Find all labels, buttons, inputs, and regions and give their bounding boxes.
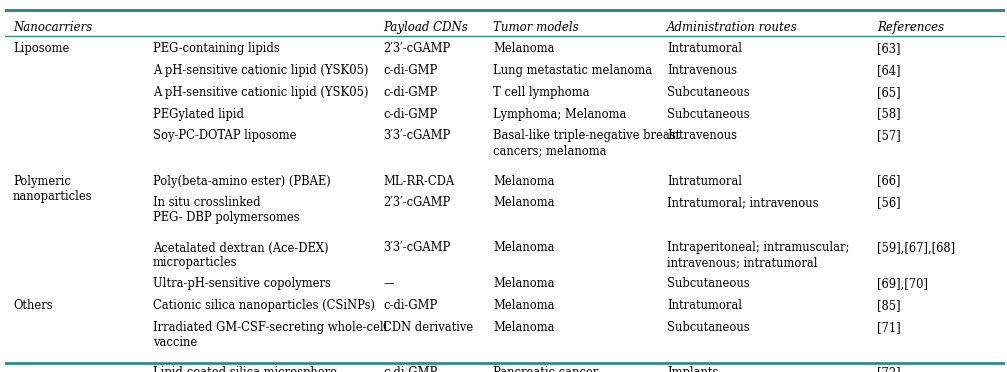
Text: Ultra-pH-sensitive copolymers: Ultra-pH-sensitive copolymers <box>153 278 331 291</box>
Text: c-di-GMP: c-di-GMP <box>383 299 437 312</box>
Text: References: References <box>877 21 945 34</box>
Text: Subcutaneous: Subcutaneous <box>667 321 749 334</box>
Text: Administration routes: Administration routes <box>667 21 798 34</box>
Text: In situ crosslinked
PEG- DBP polymersomes: In situ crosslinked PEG- DBP polymersome… <box>153 196 300 224</box>
Text: Melanoma: Melanoma <box>493 241 555 254</box>
Text: Intratumoral: Intratumoral <box>667 174 742 187</box>
Text: Pancreatic cancer: Pancreatic cancer <box>493 366 598 372</box>
Text: A pH-sensitive cationic lipid (YSK05): A pH-sensitive cationic lipid (YSK05) <box>153 64 369 77</box>
Text: Intravenous: Intravenous <box>667 129 737 142</box>
Text: PEG-containing lipids: PEG-containing lipids <box>153 42 280 55</box>
Text: c-di-GMP: c-di-GMP <box>383 64 437 77</box>
Text: [72]: [72] <box>877 366 900 372</box>
Text: Acetalated dextran (Ace-DEX)
microparticles: Acetalated dextran (Ace-DEX) micropartic… <box>153 241 328 269</box>
Text: T cell lymphoma: T cell lymphoma <box>493 86 589 99</box>
Text: [57]: [57] <box>877 129 900 142</box>
Text: CDN derivative: CDN derivative <box>383 321 473 334</box>
Text: Payload CDNs: Payload CDNs <box>383 21 468 34</box>
Text: Nanocarriers: Nanocarriers <box>13 21 93 34</box>
Text: Others: Others <box>13 299 52 312</box>
Text: [58]: [58] <box>877 108 900 121</box>
Text: 3′3′-cGAMP: 3′3′-cGAMP <box>383 241 450 254</box>
Text: Irradiated GM-CSF-secreting whole-cell
vaccine: Irradiated GM-CSF-secreting whole-cell v… <box>153 321 388 349</box>
Text: Intratumoral; intravenous: Intratumoral; intravenous <box>667 196 819 209</box>
Text: Lipid-coated silica microsphere: Lipid-coated silica microsphere <box>153 366 337 372</box>
Text: Intravenous: Intravenous <box>667 64 737 77</box>
Text: Basal-like triple-negative breast
cancers; melanoma: Basal-like triple-negative breast cancer… <box>493 129 681 157</box>
Text: 3′3′-cGAMP: 3′3′-cGAMP <box>383 129 450 142</box>
Text: Liposome: Liposome <box>13 42 69 55</box>
Text: Lymphoma; Melanoma: Lymphoma; Melanoma <box>493 108 626 121</box>
Text: Melanoma: Melanoma <box>493 299 555 312</box>
Text: 2′3′-cGAMP: 2′3′-cGAMP <box>383 196 450 209</box>
Text: c-di-GMP: c-di-GMP <box>383 366 437 372</box>
Text: Melanoma: Melanoma <box>493 174 555 187</box>
Text: [71]: [71] <box>877 321 900 334</box>
Text: Melanoma: Melanoma <box>493 321 555 334</box>
Text: [56]: [56] <box>877 196 900 209</box>
Text: [63]: [63] <box>877 42 900 55</box>
Text: Lung metastatic melanoma: Lung metastatic melanoma <box>493 64 653 77</box>
Text: ML-RR-CDA: ML-RR-CDA <box>383 174 454 187</box>
Text: [85]: [85] <box>877 299 900 312</box>
Text: [59],[67],[68]: [59],[67],[68] <box>877 241 955 254</box>
Text: [64]: [64] <box>877 64 900 77</box>
Text: Polymeric
nanoparticles: Polymeric nanoparticles <box>13 174 93 202</box>
Text: Intratumoral: Intratumoral <box>667 42 742 55</box>
Text: [65]: [65] <box>877 86 900 99</box>
Text: 2′3′-cGAMP: 2′3′-cGAMP <box>383 42 450 55</box>
Text: ––: –– <box>383 278 395 291</box>
Text: A pH-sensitive cationic lipid (YSK05): A pH-sensitive cationic lipid (YSK05) <box>153 86 369 99</box>
Text: Poly(beta-amino ester) (PBAE): Poly(beta-amino ester) (PBAE) <box>153 174 330 187</box>
Text: [69],[70]: [69],[70] <box>877 278 928 291</box>
Text: [66]: [66] <box>877 174 900 187</box>
Text: Melanoma: Melanoma <box>493 278 555 291</box>
Text: Subcutaneous: Subcutaneous <box>667 86 749 99</box>
Text: Melanoma: Melanoma <box>493 42 555 55</box>
Text: PEGylated lipid: PEGylated lipid <box>153 108 244 121</box>
Text: c-di-GMP: c-di-GMP <box>383 108 437 121</box>
Text: c-di-GMP: c-di-GMP <box>383 86 437 99</box>
Text: Intratumoral: Intratumoral <box>667 299 742 312</box>
Text: Subcutaneous: Subcutaneous <box>667 278 749 291</box>
Text: Implants: Implants <box>667 366 718 372</box>
Text: Soy-PC-DOTAP liposome: Soy-PC-DOTAP liposome <box>153 129 296 142</box>
Text: Intraperitoneal; intramuscular;
intravenous; intratumoral: Intraperitoneal; intramuscular; intraven… <box>667 241 849 269</box>
Text: Cationic silica nanoparticles (CSiNPs): Cationic silica nanoparticles (CSiNPs) <box>153 299 375 312</box>
Text: Subcutaneous: Subcutaneous <box>667 108 749 121</box>
Text: Tumor models: Tumor models <box>493 21 579 34</box>
Text: Melanoma: Melanoma <box>493 196 555 209</box>
